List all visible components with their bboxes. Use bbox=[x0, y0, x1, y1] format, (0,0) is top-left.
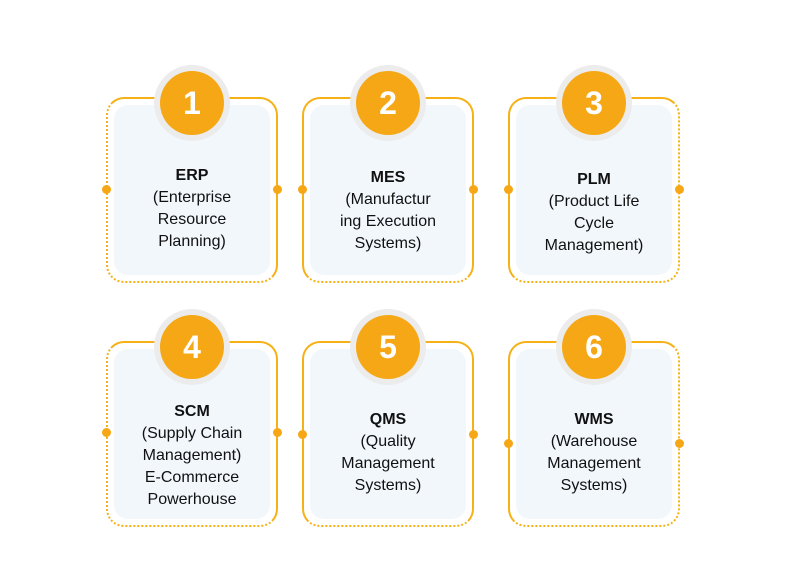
connector-dot bbox=[504, 439, 513, 448]
connector-dot bbox=[298, 185, 307, 194]
card-description: (Manufactur ing Execution Systems) bbox=[339, 191, 437, 252]
connector-dot bbox=[298, 430, 307, 439]
card-mes: 2 MES (Manufactur ing Execution Systems) bbox=[298, 65, 478, 283]
card-description: (Warehouse Management Systems) bbox=[547, 433, 641, 494]
connector-dot bbox=[469, 185, 478, 194]
card-text: SCM (Supply Chain Management) E-Commerce… bbox=[114, 401, 270, 511]
number-badge: 5 bbox=[356, 315, 420, 379]
connector-dot bbox=[469, 430, 478, 439]
card-description: (Quality Management Systems) bbox=[341, 433, 435, 494]
number-badge-ring: 4 bbox=[154, 309, 230, 385]
number-badge-ring: 6 bbox=[556, 309, 632, 385]
card-text: QMS (Quality Management Systems) bbox=[310, 409, 466, 497]
card-qms: 5 QMS (Quality Management Systems) bbox=[298, 309, 478, 527]
card-title: ERP bbox=[175, 167, 209, 184]
number-badge-ring: 2 bbox=[350, 65, 426, 141]
card-title: QMS bbox=[369, 411, 407, 428]
card-scm: 4 SCM (Supply Chain Management) E-Commer… bbox=[102, 309, 282, 527]
number-badge-ring: 1 bbox=[154, 65, 230, 141]
card-title: SCM bbox=[174, 403, 210, 420]
card-title: WMS bbox=[574, 411, 614, 428]
connector-dot bbox=[102, 428, 111, 437]
card-description: (Supply Chain Management) E-Commerce Pow… bbox=[141, 425, 243, 508]
card-plm: 3 PLM (Product Life Cycle Management) bbox=[504, 65, 684, 283]
connector-dot bbox=[504, 185, 513, 194]
number-badge: 3 bbox=[562, 71, 626, 135]
connector-dot bbox=[675, 185, 684, 194]
connector-dot bbox=[102, 185, 111, 194]
number-badge: 4 bbox=[160, 315, 224, 379]
number-badge-ring: 3 bbox=[556, 65, 632, 141]
card-text: ERP (Enterprise Resource Planning) bbox=[114, 165, 270, 253]
connector-dot bbox=[273, 428, 282, 437]
number-badge: 6 bbox=[562, 315, 626, 379]
card-text: WMS (Warehouse Management Systems) bbox=[516, 409, 672, 497]
card-title: PLM bbox=[577, 171, 611, 188]
card-text: MES (Manufactur ing Execution Systems) bbox=[310, 167, 466, 255]
number-badge-ring: 5 bbox=[350, 309, 426, 385]
card-wms: 6 WMS (Warehouse Management Systems) bbox=[504, 309, 684, 527]
connector-dot bbox=[273, 185, 282, 194]
number-badge: 2 bbox=[356, 71, 420, 135]
number-badge: 1 bbox=[160, 71, 224, 135]
card-title: MES bbox=[370, 169, 406, 186]
card-erp: 1 ERP (Enterprise Resource Planning) bbox=[102, 65, 282, 283]
card-description: (Enterprise Resource Planning) bbox=[152, 189, 232, 250]
card-text: PLM (Product Life Cycle Management) bbox=[516, 169, 672, 257]
card-description: (Product Life Cycle Management) bbox=[544, 193, 644, 254]
connector-dot bbox=[675, 439, 684, 448]
